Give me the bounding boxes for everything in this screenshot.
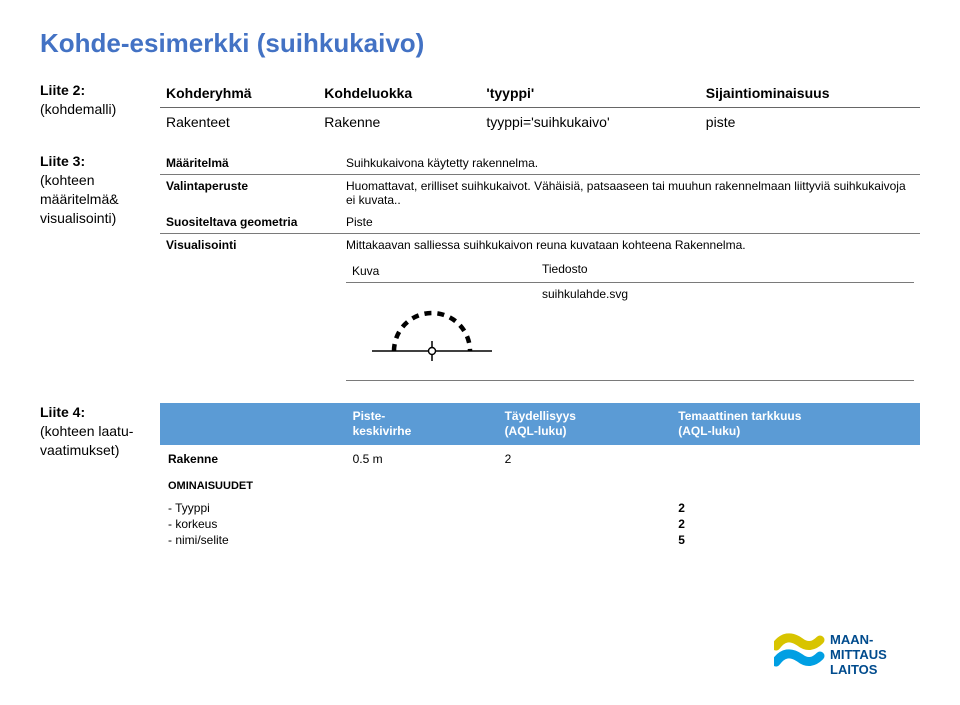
liite2-th-3: Sijaintiominaisuus [700,81,920,108]
liite2-th-1: Kohdeluokka [318,81,480,108]
liite2-td-0: Rakenteet [160,108,318,135]
liite3-row-value: Mittakaavan salliessa suihkukaivon reuna… [340,234,920,257]
liite4-row1-c1: 0.5 m [345,445,497,473]
liite3-row-label: Valintaperuste [160,175,340,212]
liite3-kuva-label: Kuva [346,260,536,283]
liite4-omin-item-val: 2 [670,516,920,532]
liite4-omin-item-label: - Tyyppi [160,500,345,516]
liite2-label: Liite 2: (kohdemalli) [40,81,160,119]
logo-line1: MAAN- [830,632,873,647]
liite2-td-3: piste [700,108,920,135]
liite4-omin-item-label: - korkeus [160,516,345,532]
liite4-label: Liite 4: (kohteen laatu-vaatimukset) [40,403,160,460]
liite3-row-value: Huomattavat, erilliset suihkukaivot. Väh… [340,175,920,212]
liite3-svg-name: suihkulahde.svg [536,283,914,381]
fountain-icon [352,287,530,376]
liite3-section: Liite 3: (kohteen määritelmä& visualisoi… [40,152,920,385]
logo-line2: MITTAUS [830,647,887,662]
logo-line3: LAITOS [830,662,878,677]
liite4-th-0 [160,403,345,445]
page-title: Kohde-esimerkki (suihkukaivo) [40,28,920,59]
liite3-label: Liite 3: (kohteen määritelmä& visualisoi… [40,152,160,228]
liite4-omin-item-label: - nimi/selite [160,532,345,554]
liite3-row-label: Suositeltava geometria [160,211,340,234]
liite3-row-value: Piste [340,211,920,234]
liite3-row-value: Suihkukaivona käytetty rakennelma. [340,152,920,175]
liite4-row1-c3 [670,445,920,473]
liite4-table: Piste-keskivirhe Täydellisyys(AQL-luku) … [160,403,920,555]
liite2-label-main: Liite 2: [40,82,85,98]
liite3-tiedosto-label: Tiedosto [536,260,914,283]
liite3-label-main: Liite 3: [40,153,85,169]
liite4-th-2: Täydellisyys(AQL-luku) [497,403,671,445]
liite4-omin-item-val: 5 [670,532,920,554]
liite4-section: Liite 4: (kohteen laatu-vaatimukset) Pis… [40,403,920,555]
liite2-th-0: Kohderyhmä [160,81,318,108]
liite4-omin-item-val: 2 [670,500,920,516]
liite4-row1-name: Rakenne [160,445,345,473]
liite3-row-label: Visualisointi [160,234,340,257]
liite3-row-label: Määritelmä [160,152,340,175]
liite2-section: Liite 2: (kohdemalli) Kohderyhmä Kohdelu… [40,81,920,134]
liite2-td-1: Rakenne [318,108,480,135]
liite4-label-main: Liite 4: [40,404,85,420]
liite2-td-2: tyyppi='suihkukaivo' [480,108,699,135]
liite4-label-sub: (kohteen laatu-vaatimukset) [40,423,133,458]
liite4-omin-title: OMINAISUUDET [160,473,345,500]
liite2-table: Kohderyhmä Kohdeluokka 'tyyppi' Sijainti… [160,81,920,134]
liite4-row1-c2: 2 [497,445,671,473]
liite4-th-3: Temaattinen tarkkuus(AQL-luku) [670,403,920,445]
liite4-th-1: Piste-keskivirhe [345,403,497,445]
liite3-table: Määritelmä Suihkukaivona käytetty rakenn… [160,152,920,385]
liite2-label-sub: (kohdemalli) [40,101,116,117]
liite2-th-2: 'tyyppi' [480,81,699,108]
mml-logo: MAAN- MITTAUS LAITOS [774,628,924,685]
liite3-label-sub: (kohteen määritelmä& visualisointi) [40,172,119,226]
